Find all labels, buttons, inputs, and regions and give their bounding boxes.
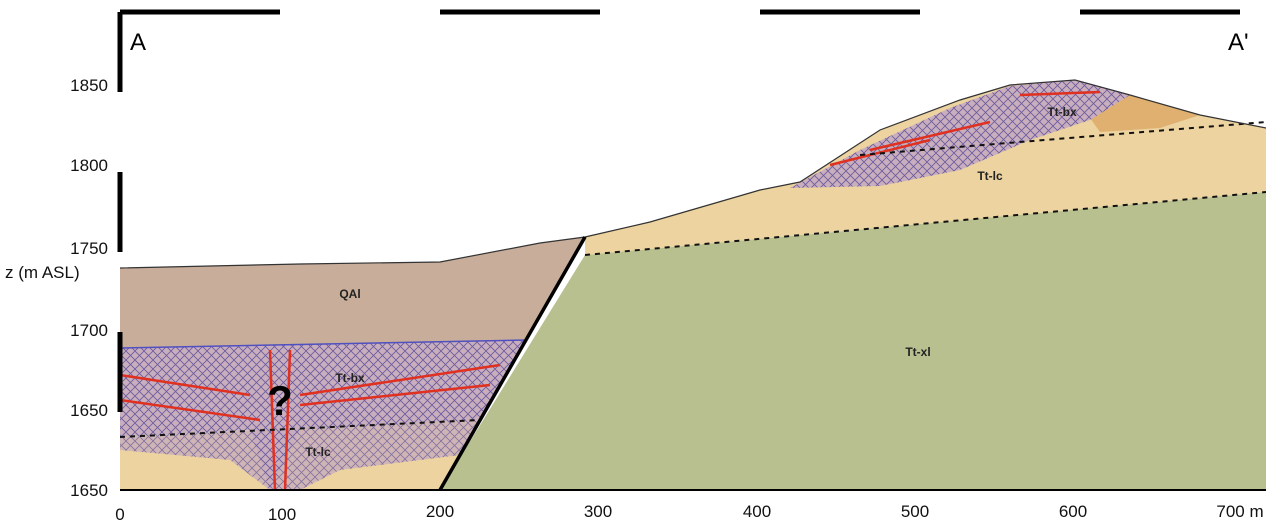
unit-label: Tt-bx	[1047, 105, 1077, 119]
unit-label: Tt-lc	[977, 169, 1003, 183]
unit-label: Tt-bx	[335, 371, 365, 385]
x-tick-label: 400	[743, 502, 771, 521]
unit-label: Tt-lc	[305, 445, 331, 459]
section-start: A	[130, 29, 146, 56]
x-tick-label: 300	[584, 502, 612, 521]
x-tick-label: 100	[268, 505, 296, 524]
y-tick-label: 1750	[70, 239, 108, 258]
x-tick-label: 500	[901, 502, 929, 521]
section-end: A'	[1228, 29, 1249, 56]
unit-xl	[440, 192, 1266, 490]
cross-section: A A' z (m ASL) 1850 1800 1750 1700 1650 …	[0, 0, 1266, 525]
x-tick-label: 200	[426, 502, 454, 521]
y-tick-label: 1650	[70, 481, 108, 500]
question-mark: ?	[267, 377, 293, 424]
y-tick-label: 1700	[70, 321, 108, 340]
x-tick-label: 700 m	[1216, 502, 1263, 521]
unit-label: QAl	[339, 287, 360, 301]
unit-label: Tt-xl	[905, 345, 930, 359]
y-axis-title: z (m ASL)	[5, 263, 80, 282]
x-tick-label: 600	[1059, 502, 1087, 521]
y-tick-label: 1850	[70, 76, 108, 95]
y-tick-label: 1800	[70, 156, 108, 175]
x-tick-label: 0	[115, 505, 124, 524]
y-tick-label: 1650	[70, 401, 108, 420]
